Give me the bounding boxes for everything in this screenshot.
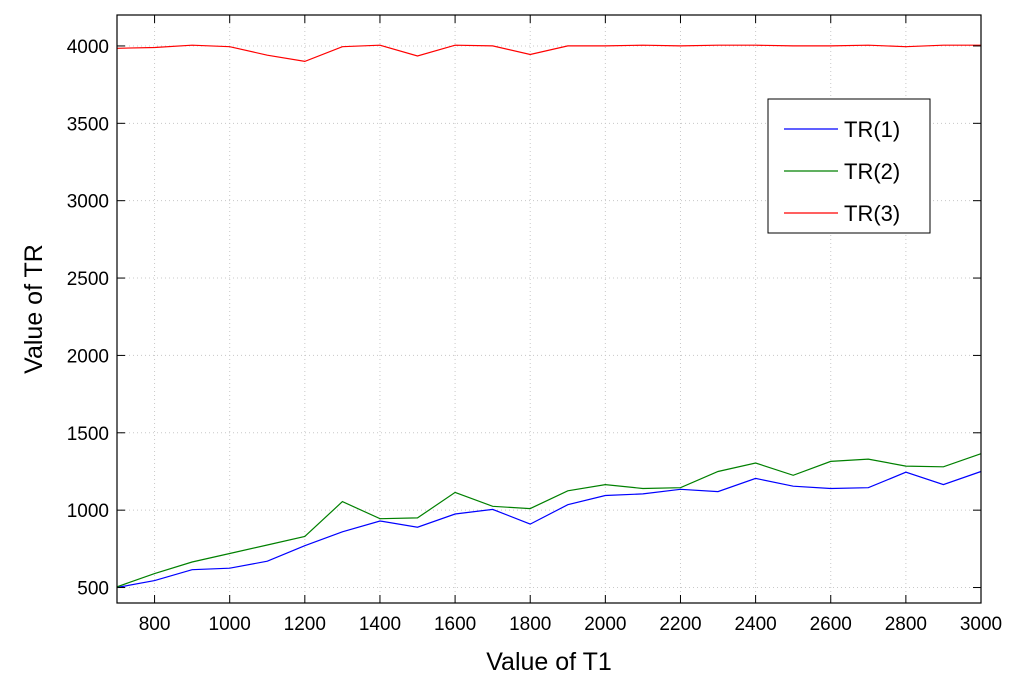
x-tick-label: 800 (139, 614, 171, 635)
series-line-2 (116, 453, 982, 588)
x-tick-label: 1000 (209, 614, 251, 635)
axis-ticks (117, 15, 982, 603)
x-tick-label: 2800 (885, 614, 927, 635)
x-tick-label: 2600 (810, 614, 852, 635)
series-lines (116, 44, 982, 589)
y-tick-label: 2000 (67, 346, 109, 367)
y-axis-tick-labels: 500 1000 1500 2000 2500 3000 3500 4000 (67, 37, 109, 600)
y-tick-label: 1500 (67, 424, 109, 445)
y-axis-label: Value of TR (20, 244, 48, 374)
legend-box (767, 98, 931, 234)
y-tick-label: 4000 (67, 37, 109, 58)
x-tick-label: 1800 (509, 614, 551, 635)
x-tick-label: 2400 (734, 614, 776, 635)
y-tick-label: 3500 (67, 114, 109, 135)
legend-label: TR(3) (844, 201, 900, 226)
x-tick-label: 1400 (359, 614, 401, 635)
y-tick-label: 2500 (67, 269, 109, 290)
legend: TR(1) TR(2) TR(3) (767, 98, 931, 234)
x-axis-tick-labels: 800 1000 1200 1400 1600 1800 2000 2200 2400 2600 2… (139, 614, 1002, 635)
x-axis-label: Value of T1 (486, 648, 612, 676)
x-tick-label: 1200 (284, 614, 326, 635)
legend-label: TR(1) (844, 117, 900, 142)
series-line-1 (116, 470, 982, 589)
legend-label: TR(2) (844, 159, 900, 184)
x-tick-label: 1600 (434, 614, 476, 635)
x-tick-label: 3000 (960, 614, 1002, 635)
y-tick-label: 500 (77, 579, 109, 600)
series-line-3 (116, 44, 981, 63)
y-tick-label: 1000 (67, 501, 109, 522)
plot-area-frame (116, 14, 982, 604)
x-tick-label: 2000 (584, 614, 626, 635)
grid (117, 15, 982, 603)
y-tick-label: 3000 (67, 192, 109, 213)
x-tick-label: 2200 (659, 614, 701, 635)
